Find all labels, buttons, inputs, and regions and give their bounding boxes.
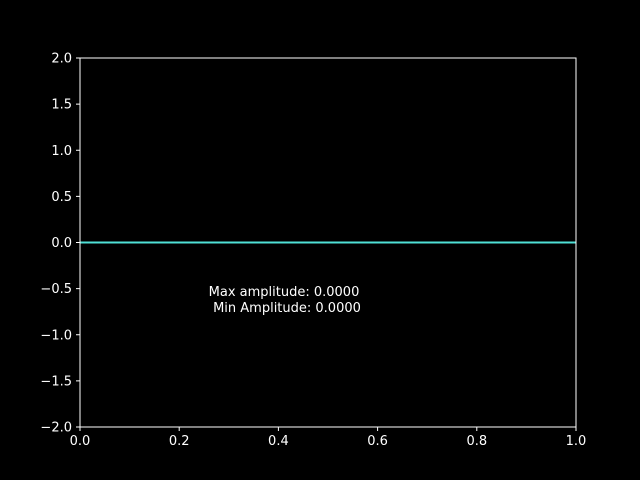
y-tick-label: −2.0: [40, 421, 72, 436]
x-tick-label: 0.2: [169, 434, 190, 449]
x-tick-label: 0.4: [268, 434, 289, 449]
y-tick-label: −1.0: [40, 328, 72, 343]
x-tick-label: 1.0: [566, 434, 587, 449]
y-tick-label: 2.0: [51, 52, 72, 67]
y-tick-label: 0.5: [51, 190, 72, 205]
y-tick-label: 0.0: [51, 236, 72, 251]
y-tick-label: −1.5: [40, 374, 72, 389]
x-tick-label: 0.0: [70, 434, 91, 449]
x-tick-label: 0.8: [466, 434, 487, 449]
x-tick-label: 0.6: [367, 434, 388, 449]
y-tick-label: 1.5: [51, 98, 72, 113]
y-axis: 2.0 1.5 1.0 0.5 0.0 −0.5 −1.0 −1.5 −2.0: [40, 52, 80, 436]
y-tick-label: −0.5: [40, 282, 72, 297]
annotation-min: Min Amplitude: 0.0000: [213, 301, 361, 316]
y-tick-label: 1.0: [51, 144, 72, 159]
annotation-max: Max amplitude: 0.0000: [209, 285, 360, 300]
x-axis: 0.0 0.2 0.4 0.6 0.8 1.0: [70, 427, 587, 449]
